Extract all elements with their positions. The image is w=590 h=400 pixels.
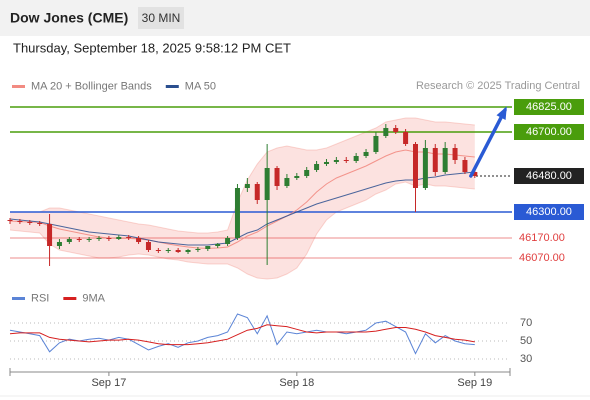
legend-swatch xyxy=(63,297,77,300)
candle-body xyxy=(205,246,211,249)
rsi-line xyxy=(9,313,475,355)
candle-body xyxy=(126,237,132,238)
level-label: 46480.00 xyxy=(526,170,572,182)
candle-body xyxy=(412,144,418,188)
level-label: 46825.00 xyxy=(526,101,572,113)
level-box xyxy=(514,204,584,220)
level-label: 46170.00 xyxy=(519,232,565,244)
level-box xyxy=(514,99,584,115)
candle-body xyxy=(225,238,231,244)
timeframe[interactable]: 30 MIN xyxy=(142,11,181,25)
x-tick-label: Sep 17 xyxy=(91,377,126,389)
candle-body xyxy=(175,250,181,252)
header-bar xyxy=(0,0,590,36)
candle-body xyxy=(284,178,290,186)
legend-swatch xyxy=(12,297,25,300)
level-box xyxy=(514,124,584,140)
level-label: 46300.00 xyxy=(526,206,572,218)
level-box xyxy=(514,168,584,184)
candle-body xyxy=(7,220,13,221)
rsi-line xyxy=(9,324,475,346)
candle-body xyxy=(373,136,379,152)
candle-body xyxy=(116,237,122,239)
candle-body xyxy=(165,250,171,251)
legend-swatch xyxy=(12,85,25,88)
legend-label: MA 50 xyxy=(185,80,216,92)
level-label: 46700.00 xyxy=(526,126,572,138)
legend-label: MA 20 + Bollinger Bands xyxy=(31,80,152,92)
candle-body xyxy=(452,148,458,160)
y-tick-label: 30 xyxy=(520,353,532,365)
timeframe-box[interactable] xyxy=(138,7,184,29)
candle-body xyxy=(17,221,23,222)
datetime: Thursday, September 18, 2025 9:58:12 PM … xyxy=(13,40,291,55)
y-tick-label: 50 xyxy=(520,335,532,347)
candle-body xyxy=(66,239,72,242)
candle-body xyxy=(314,164,320,170)
instrument-title: Dow Jones (CME) xyxy=(10,10,128,26)
bollinger-upper xyxy=(10,117,475,234)
candle-body xyxy=(96,238,102,239)
candle-body xyxy=(155,250,161,251)
candle-body xyxy=(304,170,310,176)
x-tick-label: Sep 19 xyxy=(457,377,492,389)
candle-body xyxy=(47,224,53,246)
candle-body xyxy=(442,148,448,172)
level-label: 46070.00 xyxy=(519,252,565,264)
candle-body xyxy=(86,239,92,240)
candle-body xyxy=(472,172,478,176)
candle-body xyxy=(76,239,82,240)
candle-body xyxy=(343,160,349,161)
candle-body xyxy=(403,132,409,144)
candle-body xyxy=(353,156,359,161)
candle-body xyxy=(323,162,329,164)
legend-label: RSI xyxy=(31,292,49,304)
candle-body xyxy=(215,244,221,246)
source: Research © 2025 Trading Central xyxy=(416,80,580,92)
candle-body xyxy=(195,249,201,250)
ma-line xyxy=(9,149,475,249)
legend-label: 9MA xyxy=(82,292,105,304)
candle-body xyxy=(333,160,339,162)
candle-body xyxy=(432,148,438,172)
y-tick-label: 70 xyxy=(520,317,532,329)
bollinger-lower xyxy=(9,181,475,280)
candle-body xyxy=(37,223,43,224)
candle-body xyxy=(294,176,300,178)
forecast-arrowhead xyxy=(496,106,507,120)
candle-body xyxy=(254,184,260,200)
ma-line xyxy=(9,171,475,246)
candle-body xyxy=(234,188,240,238)
candle-body xyxy=(145,242,151,250)
candle-body xyxy=(274,168,280,186)
candle-body xyxy=(393,128,399,132)
candle-body xyxy=(462,160,468,172)
candle-body xyxy=(56,242,62,246)
candle-body xyxy=(136,238,142,242)
candle-body xyxy=(383,128,389,136)
candle-body xyxy=(363,152,369,156)
x-tick-label: Sep 18 xyxy=(279,377,314,389)
candle-body xyxy=(27,222,33,223)
candle-body xyxy=(244,184,250,188)
candle-body xyxy=(422,148,428,188)
forecast-arrow xyxy=(469,108,507,178)
candle-body xyxy=(106,238,112,239)
candle-body xyxy=(264,168,270,200)
legend-swatch xyxy=(165,85,179,88)
candle-body xyxy=(185,250,191,252)
